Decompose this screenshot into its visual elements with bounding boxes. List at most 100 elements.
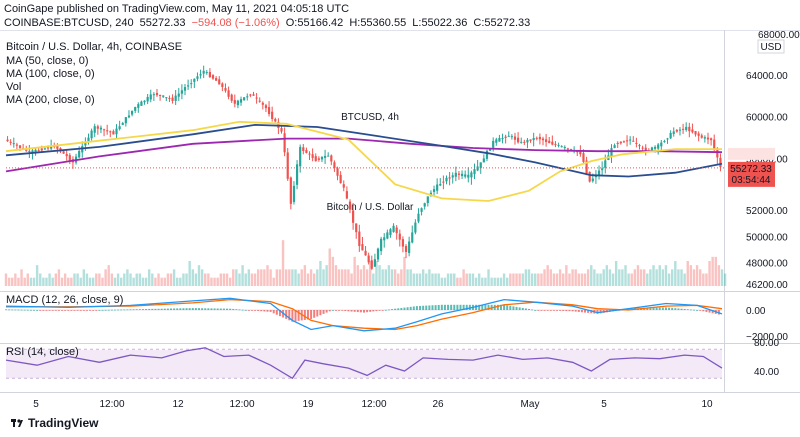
volume-bar: [605, 265, 609, 286]
macd-hist-bar: [235, 309, 238, 310]
candle-body: [215, 78, 218, 81]
volume-bar: [14, 273, 17, 286]
macd-hist-bar: [440, 304, 443, 310]
volume-bar: [437, 273, 440, 286]
macd-hist-bar: [400, 307, 403, 310]
volume-bar: [555, 273, 559, 286]
macd-hist-bar: [132, 309, 135, 311]
volume-bar: [154, 277, 157, 286]
candle-body: [691, 129, 694, 133]
macd-hist-bar: [422, 305, 425, 310]
macd-hist-bar: [499, 304, 502, 310]
candle-body: [370, 260, 373, 269]
volume-bar: [157, 273, 160, 286]
volume-bar: [527, 269, 531, 286]
candle-body: [635, 142, 638, 144]
rsi-tick-label: 80.00: [754, 338, 779, 349]
macd-hist-bar: [462, 304, 465, 310]
candle-body: [236, 100, 240, 106]
volume-bar: [356, 265, 359, 286]
macd-hist-bar: [419, 305, 422, 310]
volume-bar: [369, 261, 372, 286]
macd-hist-bar: [356, 310, 359, 313]
volume-bar: [238, 273, 241, 286]
footer-brand[interactable]: TradingView: [10, 415, 98, 430]
volume-bar: [708, 261, 711, 286]
candle-body: [239, 99, 243, 103]
volume-bar: [602, 269, 605, 286]
candle-body: [523, 141, 526, 143]
volume-bar: [57, 269, 61, 286]
candle-body: [56, 145, 59, 149]
macd-hist-bar: [269, 310, 272, 312]
volume-bar: [705, 273, 708, 286]
macd-hist-bar: [496, 304, 499, 310]
candle-body: [162, 95, 165, 97]
macd-hist-bar: [160, 308, 163, 310]
candle-body: [102, 129, 106, 131]
macd-hist-bar: [185, 308, 188, 310]
candle-body: [348, 201, 352, 210]
macd-hist-bar: [683, 308, 686, 310]
candle-body: [327, 155, 330, 157]
volume-bar: [649, 269, 652, 286]
volume-bar: [403, 256, 406, 286]
volume-bar: [244, 273, 247, 286]
macd-hist-bar: [257, 310, 260, 311]
volume-bar: [667, 273, 671, 286]
macd-hist-bar: [556, 310, 559, 311]
candle-body: [411, 232, 414, 243]
volume-bar: [512, 273, 515, 286]
ma50-line: [5, 120, 722, 202]
rsi-line: [5, 347, 723, 380]
candle-body: [227, 90, 230, 97]
candle-body: [333, 162, 336, 168]
macd-hist-bar: [8, 309, 11, 311]
volume-bar: [543, 269, 546, 286]
macd-hist-bar: [686, 309, 689, 311]
volume-bar: [468, 273, 472, 286]
candle-body: [15, 144, 18, 146]
macd-hist-bar: [95, 310, 98, 311]
macd-hist-bar: [151, 308, 154, 310]
candle-body: [305, 149, 308, 153]
candle-body: [280, 128, 283, 132]
candle-body: [644, 147, 647, 153]
macd-hist-bar: [487, 304, 490, 310]
candle-body: [389, 229, 392, 236]
candle-body: [498, 138, 501, 142]
macd-hist-bar: [241, 309, 244, 311]
macd-hist-bar: [322, 310, 325, 314]
candle-body: [591, 178, 594, 182]
volume-bar: [7, 277, 11, 286]
candle-body: [243, 97, 246, 101]
macd-hist-bar: [64, 310, 67, 311]
candle-body: [174, 95, 177, 101]
macd-hist-bar: [291, 310, 294, 322]
macd-hist-bar: [456, 304, 459, 310]
macd-hist-bar: [475, 304, 478, 310]
volume-bar: [312, 273, 316, 286]
volume-bar: [319, 261, 322, 286]
volume-bar: [443, 277, 447, 286]
macd-hist-bar: [571, 310, 574, 312]
volume-bars: [4, 240, 727, 286]
macd-signal-line: [6, 298, 723, 331]
macd-hist-bar: [5, 309, 7, 311]
candle-body: [510, 136, 513, 138]
candle-body: [28, 150, 31, 152]
macd-hist-bar: [107, 309, 110, 311]
volume-bar: [434, 273, 437, 286]
volume-bar: [197, 265, 201, 286]
price-tick-label: 56000.00: [746, 155, 788, 166]
candle-body: [697, 133, 700, 136]
volume-bar: [502, 273, 506, 286]
volume-bar: [235, 269, 238, 286]
candle-body: [12, 143, 15, 145]
volume-bar: [496, 277, 500, 286]
volume-bar: [372, 273, 375, 286]
candle-body: [669, 132, 672, 139]
macd-hist-bar: [524, 308, 527, 310]
macd-hist-bar: [138, 309, 141, 310]
